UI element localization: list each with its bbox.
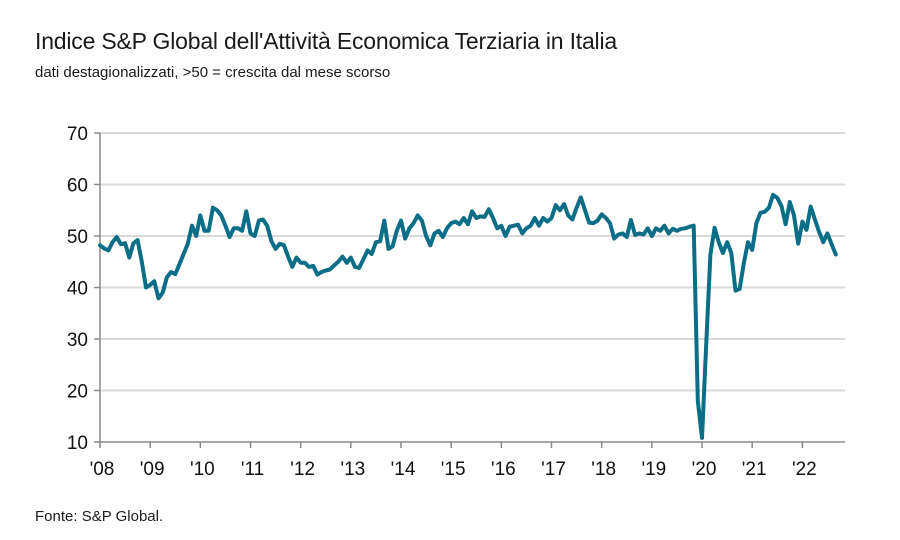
x-axis: '08 '09 '10 '11 '12 '13 '14 '15 '16 '17 '18 '19 '20 '…: [90, 441, 845, 480]
x-tick-label: '13: [340, 459, 365, 480]
x-tick-label: '22: [792, 459, 817, 480]
series-line-0: [98, 192, 838, 440]
x-tick-label: '11: [241, 459, 264, 480]
x-tick-label: '09: [140, 459, 165, 480]
y-tick-label: 70: [67, 124, 88, 145]
source-note: Fonte: S&P Global.: [35, 508, 164, 525]
x-tick-label: '19: [641, 459, 666, 480]
x-tick-label: '18: [591, 459, 616, 480]
x-tick-label: '12: [290, 459, 315, 480]
chart-subtitle: dati destagionalizzati, >50 = crescita d…: [35, 64, 391, 81]
x-tick-label: '15: [441, 459, 466, 480]
y-tick-label: 30: [67, 330, 88, 351]
gridlines: [100, 132, 845, 392]
y-axis: 10 20 30 40 50 60 70: [67, 124, 101, 454]
x-tick-label: '17: [541, 459, 566, 480]
x-tick-label: '21: [742, 459, 767, 480]
y-tick-label: 20: [67, 382, 88, 403]
x-tick-label: '08: [90, 459, 115, 480]
x-tick-label: '16: [491, 459, 516, 480]
x-tick-label: '10: [190, 459, 215, 480]
y-tick-label: 60: [67, 176, 88, 197]
x-tick-label: '14: [391, 459, 416, 480]
x-tick-label: '20: [692, 459, 717, 480]
y-tick-label: 50: [67, 227, 88, 248]
y-tick-label: 10: [67, 433, 88, 454]
y-tick-label: 40: [67, 279, 88, 300]
series-group: [98, 192, 838, 440]
chart-title: Indice S&P Global dell'Attività Economic…: [35, 28, 617, 54]
